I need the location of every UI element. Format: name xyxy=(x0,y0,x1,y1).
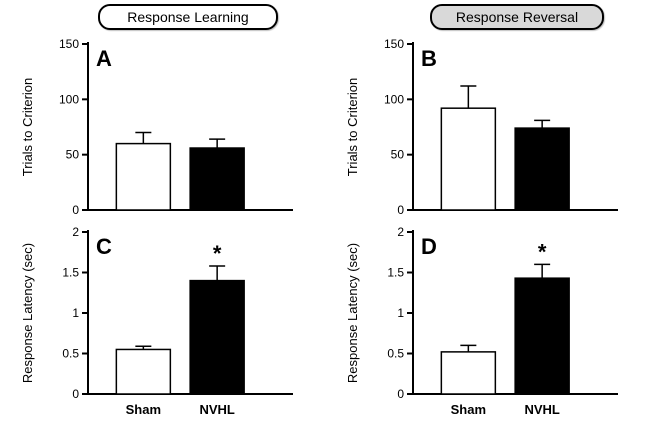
group-header-response-reversal: Response Reversal xyxy=(430,4,604,30)
significance-asterisk: * xyxy=(213,241,222,266)
y-tick-label: 0 xyxy=(72,387,79,401)
y-tick-label: 150 xyxy=(384,37,404,51)
y-tick-label: 1 xyxy=(397,306,404,320)
panel-letter: B xyxy=(421,46,437,71)
y-axis-label: Trials to Criterion xyxy=(345,78,360,176)
x-tick-label: NVHL xyxy=(524,402,559,417)
bar-sham xyxy=(440,351,497,395)
x-tick-label: NVHL xyxy=(199,402,234,417)
panel-grid: 0 50 100 150 Trials to Criterion A 0 50 100 150 T… xyxy=(0,30,650,430)
significance-asterisk: * xyxy=(538,239,547,264)
panel-cell-c: 0 0.5 1 1.5 2 Response Latency (sec) C Sham * NVH… xyxy=(0,218,325,430)
y-axis-label: Response Latency (sec) xyxy=(345,243,360,383)
group-header-response-learning: Response Learning xyxy=(98,4,278,30)
y-tick-label: 1.5 xyxy=(62,266,79,280)
x-tick-label: Sham xyxy=(126,402,161,417)
y-tick-label: 0.5 xyxy=(387,347,404,361)
bar-sham xyxy=(440,107,497,211)
panel-letter: D xyxy=(421,234,437,259)
panel-cell-a: 0 50 100 150 Trials to Criterion A xyxy=(0,30,325,218)
y-tick-label: 50 xyxy=(66,148,80,162)
bar-nvhl xyxy=(514,127,570,211)
y-tick-label: 0 xyxy=(397,203,404,214)
y-tick-label: 2 xyxy=(397,225,404,239)
y-tick-label: 0.5 xyxy=(62,347,79,361)
x-tick-label: Sham xyxy=(451,402,486,417)
panel-a-chart: 0 50 100 150 Trials to Criterion A xyxy=(20,37,293,214)
panel-d-chart: 0 0.5 1 1.5 2 Response Latency (sec) D Sham * NVH… xyxy=(345,225,618,417)
panel-b-chart: 0 50 100 150 Trials to Criterion B xyxy=(345,37,618,214)
y-axis-label: Response Latency (sec) xyxy=(20,243,35,383)
y-tick-label: 50 xyxy=(391,148,405,162)
group-header-label: Response Reversal xyxy=(455,9,579,25)
bar-nvhl xyxy=(189,279,245,395)
panel-letter: A xyxy=(96,46,112,71)
y-tick-label: 1 xyxy=(72,306,79,320)
bar-nvhl xyxy=(189,147,245,211)
y-tick-label: 100 xyxy=(384,92,404,106)
bar-sham xyxy=(115,142,172,211)
panel-letter: C xyxy=(96,234,112,259)
y-tick-label: 100 xyxy=(59,92,79,106)
panel-cell-b: 0 50 100 150 Trials to Criterion B xyxy=(325,30,650,218)
y-tick-label: 2 xyxy=(72,225,79,239)
y-tick-label: 0 xyxy=(72,203,79,214)
bar-nvhl xyxy=(514,277,570,395)
y-axis-label: Trials to Criterion xyxy=(20,78,35,176)
y-tick-label: 150 xyxy=(59,37,79,51)
y-tick-label: 0 xyxy=(397,387,404,401)
panel-c-chart: 0 0.5 1 1.5 2 Response Latency (sec) C Sham * NVH… xyxy=(20,225,293,417)
y-tick-label: 1.5 xyxy=(387,266,404,280)
bar-sham xyxy=(115,348,172,395)
group-header-label: Response Learning xyxy=(127,9,249,25)
panel-cell-d: 0 0.5 1 1.5 2 Response Latency (sec) D Sham * NVH… xyxy=(325,218,650,430)
